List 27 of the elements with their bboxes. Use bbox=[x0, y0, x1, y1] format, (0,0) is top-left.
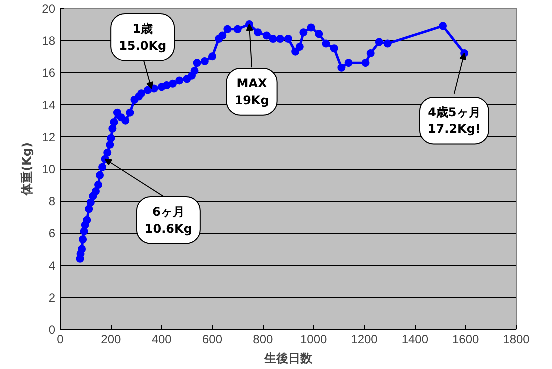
x-tick-label: 1600 bbox=[452, 332, 480, 346]
x-tick-label: 1800 bbox=[503, 332, 530, 346]
x-tick-label: 1000 bbox=[300, 332, 328, 346]
y-tick-label: 20 bbox=[42, 2, 56, 16]
y-axis-title: 体重(Kg) bbox=[20, 142, 34, 196]
annotation: 6ヶ月 10.6Kg bbox=[144, 204, 192, 236]
annotation: 1歳 15.0Kg bbox=[119, 22, 167, 53]
x-tick-label: 800 bbox=[253, 332, 274, 346]
y-tick-label: 4 bbox=[48, 258, 56, 273]
y-tick-label: 8 bbox=[48, 194, 56, 209]
x-axis-title: 生後日数 bbox=[264, 352, 314, 366]
y-tick-label: 2 bbox=[48, 290, 56, 305]
annotation: MAX 19Kg bbox=[234, 76, 270, 108]
annotation: 4歳5ヶ月 17.2Kg! bbox=[428, 105, 481, 136]
x-tick-label: 1200 bbox=[351, 332, 378, 346]
y-tick-label: 14 bbox=[42, 98, 56, 112]
x-tick-label: 400 bbox=[152, 332, 172, 346]
x-tick-label: 600 bbox=[202, 332, 223, 346]
y-tick-label: 12 bbox=[42, 130, 56, 144]
x-tick-label: 1400 bbox=[402, 332, 429, 346]
x-tick-label: 0 bbox=[57, 332, 64, 346]
y-tick-label: 0 bbox=[48, 323, 56, 337]
x-tick-label: 200 bbox=[101, 332, 122, 346]
y-tick-label: 16 bbox=[42, 66, 56, 80]
y-tick-label: 6 bbox=[48, 226, 56, 241]
y-tick-label: 10 bbox=[42, 162, 56, 176]
y-tick-label: 18 bbox=[42, 34, 56, 48]
